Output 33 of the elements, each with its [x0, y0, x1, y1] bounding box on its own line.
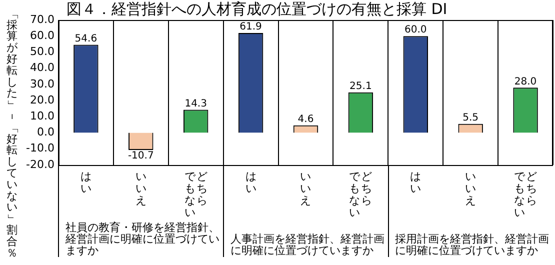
x-tick-label: どちらでもない — [184, 170, 208, 219]
y-tick-label: 40.0 — [30, 61, 54, 74]
x-tick-label: どちらでもない — [349, 170, 372, 219]
y-tick-label: 70.0 — [30, 12, 54, 26]
text: 採用計画を経営指針、経営計画に明確に位置づけていますか — [395, 232, 550, 257]
x-tick-label: はい — [80, 170, 92, 195]
x-tick-label: はい — [410, 170, 422, 195]
data-label: 61.9 — [240, 22, 262, 33]
data-label: 5.5 — [462, 112, 479, 124]
data-label: 25.1 — [350, 80, 372, 92]
data-label: 14.3 — [184, 98, 207, 110]
x-tick-label: いいえ — [135, 170, 146, 207]
x-tick-label: いいえ — [465, 170, 476, 207]
x-tick-label: いいえ — [300, 170, 312, 207]
chart-title: 図４．経営指針への人材育成の位置づけの有無と採算 DI — [66, 0, 448, 18]
y-tick-label: 20.0 — [30, 93, 54, 106]
text: 「採算が好転した」－「好転していない」割合％ — [6, 8, 20, 260]
text: 人事計画を経営指針、経営計画に明確に位置づけていますか — [230, 232, 384, 257]
y-tick-label: 30.0 — [30, 77, 54, 90]
y-tick-label: 60.0 — [30, 28, 54, 42]
y-tick-label: -10.0 — [26, 142, 54, 155]
y-tick-label: 50.0 — [30, 45, 54, 58]
x-tick-label: はい — [245, 170, 256, 195]
data-label: 4.6 — [298, 114, 314, 125]
data-label: 28.0 — [514, 76, 537, 88]
y-tick-label: -20.0 — [26, 158, 54, 171]
y-tick-label: 10.0 — [30, 110, 54, 123]
data-label: 54.6 — [74, 33, 98, 44]
data-label: 60.0 — [404, 24, 427, 36]
data-label: -10.7 — [128, 150, 154, 162]
x-tick-label: どちらでもない — [514, 170, 538, 219]
text: 社員の教育・研修を経営指針、経営計画に明確に位置づけていますか — [64, 221, 220, 257]
y-tick-label: 0.0 — [36, 126, 54, 139]
